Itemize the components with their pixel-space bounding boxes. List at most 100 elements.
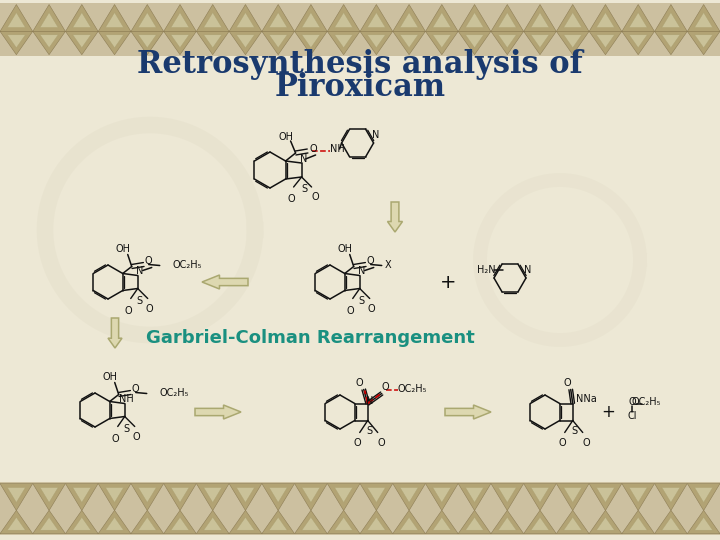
Polygon shape	[40, 12, 58, 28]
Polygon shape	[131, 483, 163, 510]
Polygon shape	[138, 488, 156, 502]
Polygon shape	[269, 517, 287, 530]
Polygon shape	[400, 488, 418, 502]
Text: O: O	[382, 382, 390, 393]
Polygon shape	[106, 12, 124, 28]
Polygon shape	[498, 488, 516, 502]
Text: OC₂H₅: OC₂H₅	[631, 397, 661, 407]
Text: NH: NH	[330, 144, 345, 154]
Polygon shape	[98, 4, 131, 31]
Text: N: N	[524, 265, 531, 275]
Text: O: O	[356, 379, 364, 388]
Polygon shape	[392, 483, 426, 510]
Text: Piroxicam: Piroxicam	[274, 72, 446, 104]
Text: OH: OH	[337, 245, 352, 254]
Polygon shape	[138, 35, 156, 48]
Polygon shape	[73, 35, 91, 48]
Polygon shape	[204, 35, 222, 48]
Polygon shape	[589, 31, 622, 55]
Polygon shape	[360, 483, 392, 510]
Polygon shape	[0, 31, 32, 55]
Polygon shape	[491, 4, 523, 31]
Polygon shape	[433, 517, 451, 530]
Polygon shape	[629, 488, 647, 502]
Polygon shape	[392, 4, 426, 31]
Polygon shape	[564, 517, 582, 530]
Polygon shape	[400, 35, 418, 48]
Polygon shape	[197, 4, 229, 31]
Text: O: O	[132, 384, 140, 395]
Polygon shape	[163, 510, 197, 534]
Text: +: +	[601, 403, 615, 421]
Polygon shape	[262, 483, 294, 510]
Text: S: S	[366, 426, 373, 435]
Polygon shape	[66, 31, 98, 55]
Polygon shape	[367, 488, 385, 502]
Text: N: N	[372, 130, 379, 140]
Text: O: O	[312, 192, 320, 202]
Text: O: O	[112, 434, 120, 443]
Polygon shape	[294, 4, 328, 31]
Polygon shape	[564, 488, 582, 502]
Polygon shape	[197, 483, 229, 510]
Polygon shape	[458, 483, 491, 510]
Polygon shape	[360, 4, 392, 31]
Polygon shape	[433, 488, 451, 502]
Polygon shape	[426, 4, 458, 31]
Polygon shape	[622, 510, 654, 534]
Polygon shape	[400, 12, 418, 28]
Text: O: O	[367, 256, 374, 267]
Polygon shape	[557, 483, 589, 510]
Polygon shape	[360, 31, 392, 55]
Polygon shape	[197, 510, 229, 534]
Polygon shape	[589, 510, 622, 534]
Polygon shape	[163, 4, 197, 31]
Polygon shape	[32, 31, 66, 55]
Text: O: O	[628, 397, 636, 407]
Polygon shape	[654, 483, 688, 510]
Polygon shape	[294, 483, 328, 510]
Text: X: X	[384, 260, 391, 271]
Polygon shape	[236, 12, 254, 28]
Polygon shape	[73, 517, 91, 530]
Polygon shape	[662, 517, 680, 530]
Polygon shape	[328, 483, 360, 510]
Bar	[0, 509, 720, 535]
Polygon shape	[294, 510, 328, 534]
Polygon shape	[66, 483, 98, 510]
Polygon shape	[367, 517, 385, 530]
Polygon shape	[622, 31, 654, 55]
Polygon shape	[106, 488, 124, 502]
Polygon shape	[662, 12, 680, 28]
Text: O: O	[583, 437, 590, 448]
Polygon shape	[557, 31, 589, 55]
Polygon shape	[523, 483, 557, 510]
Polygon shape	[131, 31, 163, 55]
Polygon shape	[695, 12, 713, 28]
Polygon shape	[426, 31, 458, 55]
Polygon shape	[498, 35, 516, 48]
Polygon shape	[523, 4, 557, 31]
Text: OC₂H₅: OC₂H₅	[159, 388, 189, 399]
Polygon shape	[204, 517, 222, 530]
Polygon shape	[367, 35, 385, 48]
Polygon shape	[66, 4, 98, 31]
Polygon shape	[458, 510, 491, 534]
Polygon shape	[204, 488, 222, 502]
Polygon shape	[204, 12, 222, 28]
Polygon shape	[131, 4, 163, 31]
Text: N: N	[358, 267, 366, 276]
Polygon shape	[629, 517, 647, 530]
Text: O: O	[145, 256, 153, 267]
Polygon shape	[662, 488, 680, 502]
Polygon shape	[466, 35, 484, 48]
Polygon shape	[229, 31, 262, 55]
Polygon shape	[360, 510, 392, 534]
Polygon shape	[622, 4, 654, 31]
Text: S: S	[359, 295, 365, 306]
Polygon shape	[73, 488, 91, 502]
Polygon shape	[695, 35, 713, 48]
Text: O: O	[133, 433, 140, 442]
Polygon shape	[98, 31, 131, 55]
Text: Garbriel-Colman Rearrangement: Garbriel-Colman Rearrangement	[145, 329, 474, 347]
